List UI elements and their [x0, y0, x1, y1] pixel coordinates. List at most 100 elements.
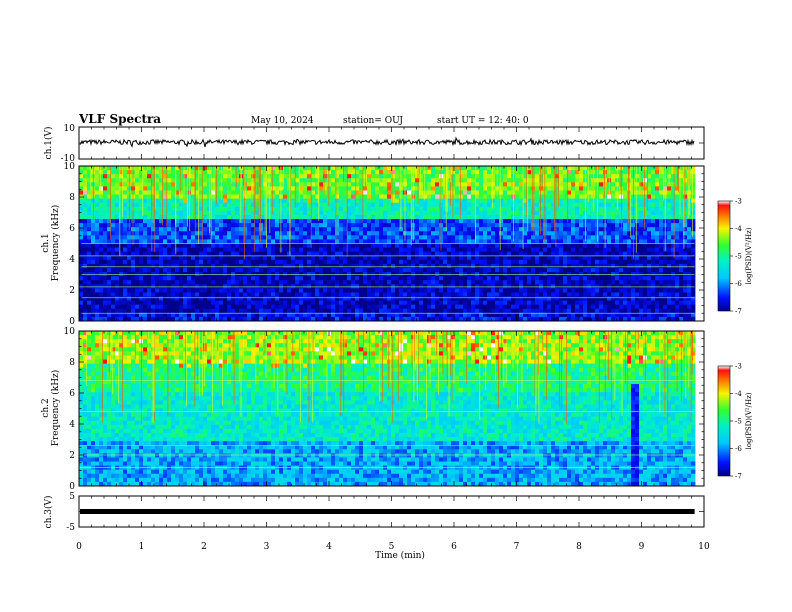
spectrogram-cell — [347, 214, 352, 220]
spectrogram-cell — [119, 182, 124, 187]
spectrogram-cell — [267, 166, 272, 171]
spectrogram-cell — [659, 231, 664, 236]
spectrogram-cell — [375, 214, 380, 220]
spectrogram-cell — [415, 166, 420, 171]
spectrogram-cell — [103, 182, 108, 187]
spectrogram-cell — [243, 219, 248, 224]
spectrogram-cell — [351, 170, 356, 175]
spectrogram-cell — [507, 223, 512, 228]
spectrogram-cell — [139, 280, 144, 285]
spectrogram-cell — [515, 166, 520, 171]
spectrogram-cell — [115, 235, 120, 240]
spectrogram-cell — [579, 178, 584, 183]
spectrogram-cell — [127, 276, 132, 281]
spectrogram-cell — [135, 166, 140, 171]
spectrogram-cell — [599, 243, 604, 248]
spectrogram-cell — [203, 288, 208, 293]
spectrogram-cell — [463, 231, 468, 236]
spectrogram-cell — [371, 178, 376, 183]
spectrogram-cell — [575, 170, 580, 175]
spectrogram-cell — [335, 239, 340, 244]
spectrogram-cell — [79, 174, 84, 179]
spectrogram-cell — [223, 284, 228, 289]
spectrogram-cell — [427, 170, 432, 175]
spectrogram-cell — [611, 288, 616, 293]
spectrogram-cell — [251, 186, 256, 191]
spectrogram-cell — [527, 198, 532, 204]
spectrogram-cell — [119, 263, 124, 269]
spectrogram-cell — [331, 288, 336, 293]
spectrogram-cell — [263, 247, 268, 253]
spectrogram-cell — [467, 288, 472, 293]
spectrogram-cell — [415, 194, 420, 200]
spectrogram-cell — [215, 288, 220, 293]
spectrogram-cell — [387, 198, 392, 204]
spectrogram-cell — [163, 292, 168, 297]
spectrogram-cell — [299, 210, 304, 216]
spectrogram-cell — [247, 166, 252, 171]
spectrogram-cell — [351, 182, 356, 187]
spectrogram-cell — [167, 227, 172, 232]
spectrogram-cell — [531, 280, 536, 285]
spectrogram-cell — [579, 202, 584, 208]
spectrogram-cell — [559, 202, 564, 208]
spectrogram-cell — [287, 174, 292, 179]
spectrogram-cell — [499, 166, 504, 171]
spectrogram-cell — [327, 170, 332, 175]
spectrogram-cell — [239, 284, 244, 289]
spectrogram-cell — [639, 174, 644, 179]
spectrogram-cell — [535, 267, 540, 273]
spectrogram-cell — [327, 288, 332, 293]
spectrogram-cell — [191, 166, 196, 171]
spectrogram-cell — [635, 231, 640, 236]
spectrogram-cell — [271, 190, 276, 195]
spectrogram-cell — [443, 194, 448, 200]
spectrogram-cell — [143, 267, 148, 273]
spectrogram-cell — [183, 239, 188, 244]
spectrogram-cell — [179, 239, 184, 244]
spectrogram-cell — [347, 247, 352, 253]
spectrogram-cell — [511, 276, 516, 281]
spectrogram-cell — [455, 178, 460, 183]
spectrogram-cell — [207, 227, 212, 232]
spectrogram-cell — [499, 284, 504, 289]
spectrogram-cell — [135, 194, 140, 200]
spectrogram-cell — [535, 227, 540, 232]
spectrogram-cell — [139, 170, 144, 175]
spectrogram-cell — [123, 251, 128, 257]
spectrogram-cell — [219, 227, 224, 232]
spectrogram-cell — [351, 292, 356, 297]
spectrogram-cell — [471, 214, 476, 220]
spectrogram-cell — [343, 174, 348, 179]
spectrogram-cell — [235, 210, 240, 216]
spectrogram-cell — [243, 284, 248, 289]
spectrogram-cell — [459, 170, 464, 175]
spectrogram-cell — [179, 223, 184, 228]
spectrogram-cell — [427, 231, 432, 236]
spectrogram-cell — [163, 190, 168, 195]
spectrogram-cell — [115, 280, 120, 285]
spectrogram-cell — [383, 206, 388, 212]
spectrogram-cell — [99, 198, 104, 204]
spectrogram-cell — [643, 190, 648, 195]
spectrogram-cell — [435, 247, 440, 253]
spectrogram-cell — [271, 182, 276, 187]
spectrogram-cell — [483, 259, 488, 265]
spectrogram-cell — [211, 190, 216, 195]
spectrogram-cell — [491, 276, 496, 281]
spectrogram-cell — [355, 178, 360, 183]
spectrogram-cell — [671, 210, 676, 216]
spectrogram-cell — [591, 223, 596, 228]
spectrogram-cell — [623, 288, 628, 293]
spectrogram-cell — [379, 170, 384, 175]
spectrogram-cell — [447, 198, 452, 204]
spectrogram-cell — [291, 219, 296, 224]
spectrogram-cell — [379, 263, 384, 269]
spectrogram-cell — [283, 206, 288, 212]
spectrogram-cell — [243, 247, 248, 253]
spectrogram-cell — [423, 166, 428, 171]
spectrogram-cell — [227, 210, 232, 216]
spectrogram-cell — [187, 276, 192, 281]
spectrogram-cell — [423, 284, 428, 289]
spectrogram-cell — [355, 174, 360, 179]
